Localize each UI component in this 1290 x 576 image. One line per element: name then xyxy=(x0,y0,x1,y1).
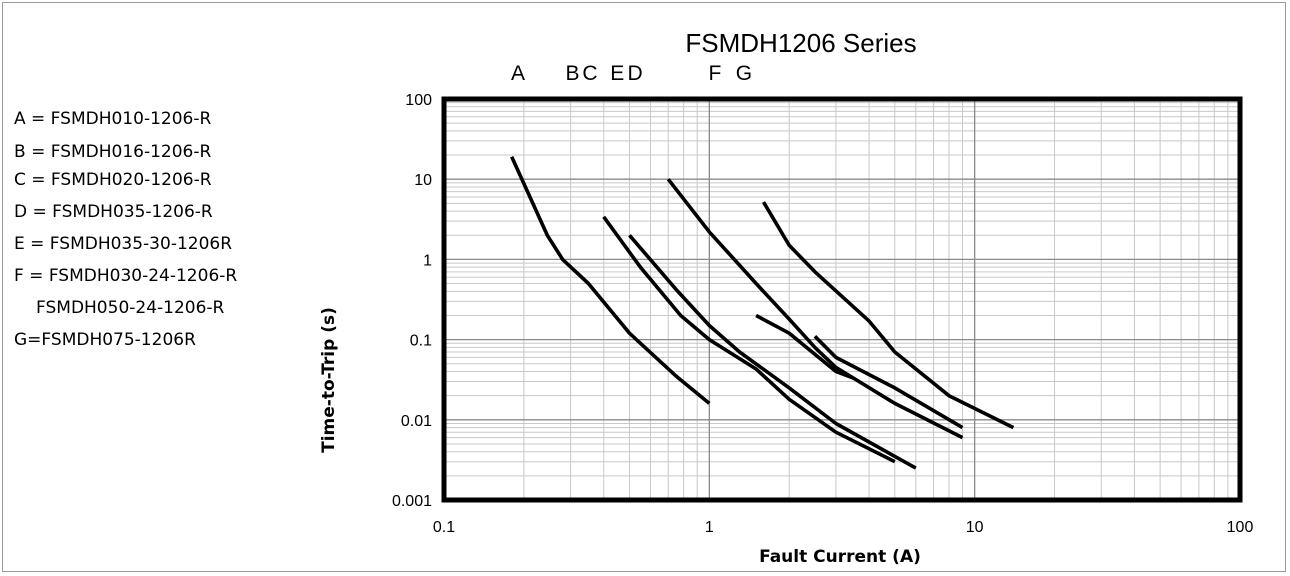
legend-item-d: D = FSMDH035-1206-R xyxy=(14,202,213,222)
chart-title: FSMDH1206 Series xyxy=(685,28,916,58)
x-tick-label: 10 xyxy=(966,519,984,536)
plot-area-border xyxy=(441,96,1243,503)
legend-item-a: A = FSMDH010-1206-R xyxy=(14,109,212,129)
legend-item-g: G=FSMDH075-1206R xyxy=(14,330,196,350)
y-tick-label: 0.1 xyxy=(410,333,432,350)
legend-item-f2: FSMDH050-24-1206-R xyxy=(36,298,225,318)
grid xyxy=(444,99,1240,500)
curves xyxy=(510,156,1015,470)
curve-letter-c: C xyxy=(582,62,597,85)
x-tick-label: 0.1 xyxy=(433,519,455,536)
y-tick-label: 10 xyxy=(414,172,432,189)
curve-letter-d: D xyxy=(627,62,642,85)
y-tick-label: 0.01 xyxy=(401,413,432,430)
curve-letter-g: G xyxy=(736,62,752,85)
x-tick-label: 100 xyxy=(1227,519,1254,536)
curve-letter-b: B xyxy=(565,62,579,85)
trip-curve-3 xyxy=(628,234,917,470)
x-axis-title: Fault Current (A) xyxy=(759,547,921,567)
legend-item-b: B = FSMDH016-1206-R xyxy=(14,142,212,162)
x-tick-label: 1 xyxy=(705,519,714,536)
trip-curve-5 xyxy=(761,201,1015,430)
curve-letter-a: A xyxy=(511,62,525,85)
trip-curve-4 xyxy=(666,178,964,440)
y-tick-label: 0.001 xyxy=(392,493,432,510)
tick-labels: 0.1 1 10 100 0.001 0.01 0.1 1 10 100 xyxy=(392,92,1253,536)
legend-item-f: F = FSMDH030-24-1206-R xyxy=(14,266,238,286)
trip-curve-2 xyxy=(602,215,896,464)
trip-curve-7 xyxy=(813,335,964,430)
legend-item-c: C = FSMDH020-1206-R xyxy=(14,170,212,190)
trip-curve-1 xyxy=(510,156,711,405)
y-axis-title: Time-to-Trip (s) xyxy=(319,307,339,453)
curve-letter-f: F xyxy=(709,62,722,85)
legend-item-e: E = FSMDH035-30-1206R xyxy=(14,234,233,254)
trip-curve-6 xyxy=(755,313,855,380)
y-tick-label: 1 xyxy=(423,252,432,269)
curve-letter-e: E xyxy=(610,62,624,85)
y-tick-label: 100 xyxy=(405,92,432,109)
